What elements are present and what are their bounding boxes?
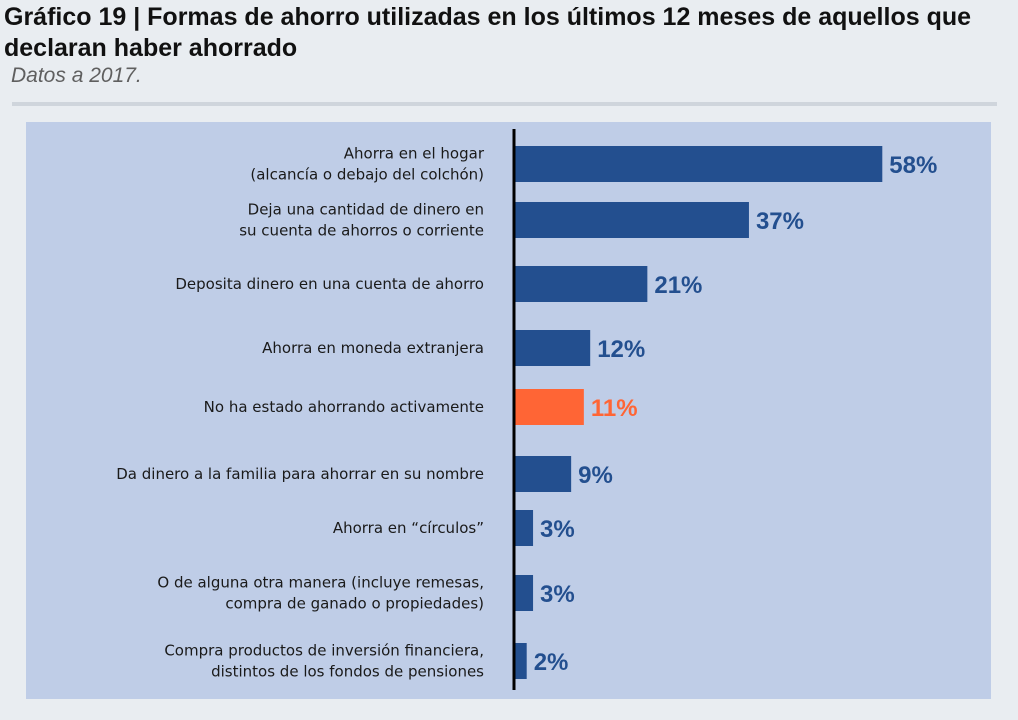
value-label-3: 12% (597, 336, 645, 363)
value-label-0: 58% (889, 152, 937, 179)
category-label-line: Ahorra en moneda extranjera (262, 339, 484, 357)
category-label-line: Ahorra en “círculos” (333, 519, 484, 537)
bar-6 (514, 510, 534, 546)
bar-8 (514, 643, 527, 679)
bar-1 (514, 202, 749, 238)
chart-panel: 58% Ahorra en el hogar (alcancía o debajo … (26, 122, 991, 699)
chart-subtitle: Datos a 2017. (11, 64, 142, 87)
value-label-6: 3% (540, 516, 575, 543)
bar-chart: 58% Ahorra en el hogar (alcancía o debajo … (116, 129, 937, 690)
category-label-line: Deja una cantidad de dinero en (248, 201, 484, 219)
category-label-8: Compra productos de inversión financiera… (164, 642, 484, 681)
category-label-7: O de alguna otra manera (incluye remesas… (157, 574, 484, 613)
value-label-8: 2% (534, 649, 569, 676)
category-label-line: (alcancía o debajo del colchón) (250, 166, 484, 184)
category-label-line: Da dinero a la familia para ahorrar en s… (116, 465, 484, 483)
value-label-2: 21% (654, 272, 702, 299)
category-label-line: compra de ganado o propiedades) (225, 595, 484, 613)
category-label-line: Compra productos de inversión financiera… (164, 642, 484, 660)
category-label-3: Ahorra en moneda extranjera (262, 339, 484, 357)
bar-0 (514, 146, 883, 182)
value-label-5: 9% (578, 462, 613, 489)
category-label-line: distintos de los fondos de pensiones (211, 663, 484, 681)
value-label-4: 11% (591, 395, 638, 422)
category-label-4: No ha estado ahorrando activamente (204, 398, 484, 416)
category-label-line: No ha estado ahorrando activamente (204, 398, 484, 416)
category-label-line: O de alguna otra manera (incluye remesas… (157, 574, 484, 592)
bar-5 (514, 456, 572, 492)
bar-7 (514, 575, 534, 611)
chart-title: Gráfico 19 | Formas de ahorro utilizadas… (4, 3, 972, 62)
category-label-line: su cuenta de ahorros o corriente (239, 222, 484, 240)
value-label-1: 37% (756, 208, 804, 235)
category-label-5: Da dinero a la familia para ahorrar en s… (116, 465, 484, 483)
category-label-2: Deposita dinero en una cuenta de ahorro (175, 275, 484, 293)
category-label-0: Ahorra en el hogar (alcancía o debajo del… (250, 145, 484, 184)
title-divider (12, 102, 997, 106)
category-label-line: Ahorra en el hogar (344, 145, 485, 163)
category-label-1: Deja una cantidad de dinero en su cuenta … (239, 201, 484, 240)
bar-2 (514, 266, 648, 302)
value-label-7: 3% (540, 581, 575, 608)
category-label-6: Ahorra en “círculos” (333, 519, 484, 537)
bar-4 (514, 389, 584, 425)
category-label-line: Deposita dinero en una cuenta de ahorro (175, 275, 484, 293)
bar-3 (514, 330, 591, 366)
